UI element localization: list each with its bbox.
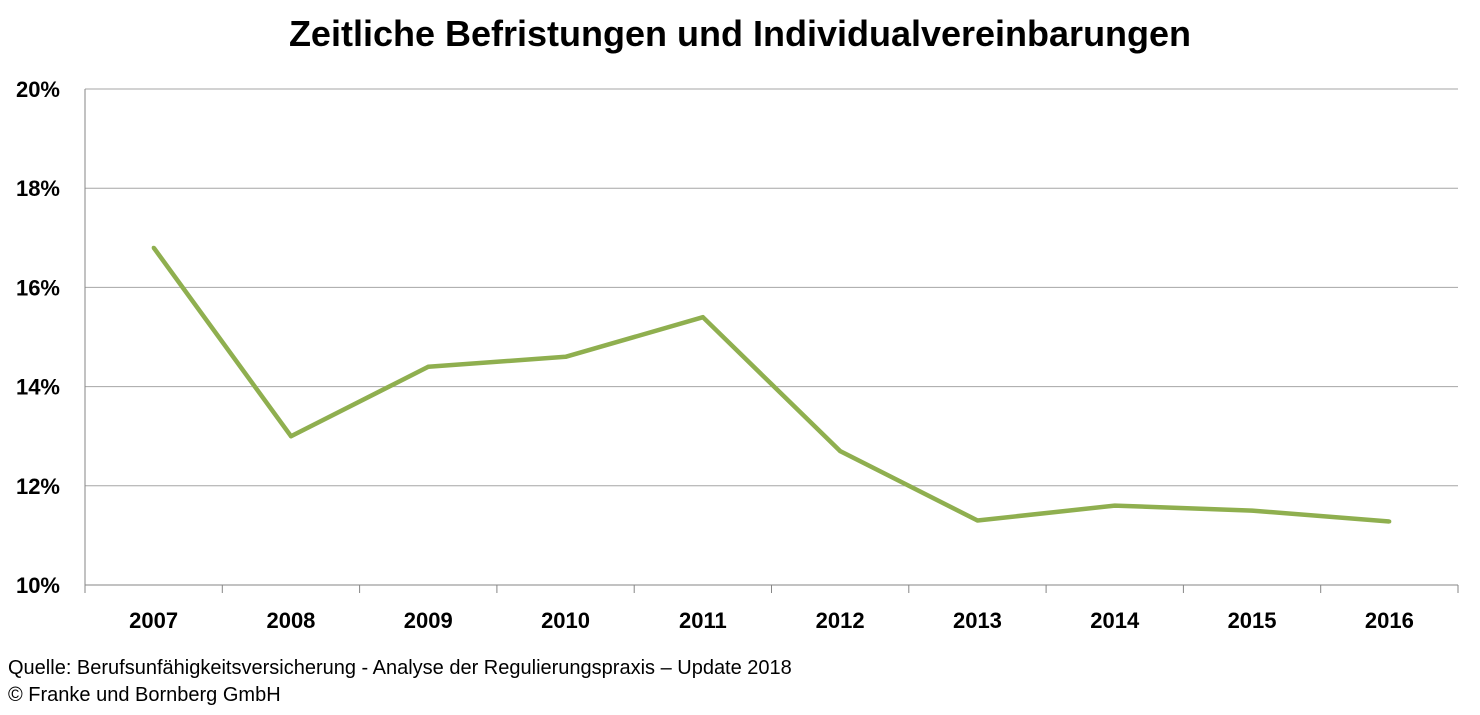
series-line <box>151 246 1390 524</box>
data-point <box>1112 503 1117 508</box>
data-point <box>700 315 705 320</box>
data-point <box>563 354 568 359</box>
x-tick-label: 2011 <box>679 608 727 633</box>
copyright-note: © Franke und Bornberg GmbH <box>8 684 281 706</box>
data-point <box>1250 508 1255 513</box>
data-point <box>1387 519 1392 524</box>
y-tick-label: 10% <box>16 573 60 598</box>
x-tick-label: 2014 <box>1090 608 1140 633</box>
x-tick-label: 2015 <box>1228 608 1277 633</box>
y-tick-labels: 10% 12% 14% 16% 18% 20% <box>16 77 60 598</box>
series-layer <box>151 245 1392 524</box>
x-tick-label: 2007 <box>129 608 178 633</box>
x-tick-labels: 2007 2008 2009 2010 2011 2012 2013 2014 2015 2016 <box>129 608 1414 633</box>
x-tick-label: 2012 <box>816 608 865 633</box>
data-point <box>426 364 431 369</box>
data-point <box>975 518 980 523</box>
y-tick-label: 12% <box>16 474 60 499</box>
x-tick-label: 2008 <box>266 608 315 633</box>
y-tick-label: 16% <box>16 275 60 300</box>
data-point <box>838 449 843 454</box>
y-tick-label: 20% <box>16 77 60 102</box>
chart-title: Zeitliche Befristungen und Individualver… <box>288 13 1192 54</box>
x-tick-label: 2016 <box>1365 608 1414 633</box>
source-note: Quelle: Berufsunfähigkeitsversicherung -… <box>8 657 792 679</box>
x-tick-label: 2010 <box>541 608 590 633</box>
data-point <box>288 434 293 439</box>
axes <box>84 89 1459 593</box>
data-point <box>151 245 156 250</box>
x-tick-label: 2009 <box>404 608 453 633</box>
gridlines <box>85 88 1458 487</box>
x-tick-label: 2013 <box>953 608 1002 633</box>
y-tick-label: 14% <box>16 375 60 400</box>
y-tick-label: 18% <box>16 176 60 201</box>
